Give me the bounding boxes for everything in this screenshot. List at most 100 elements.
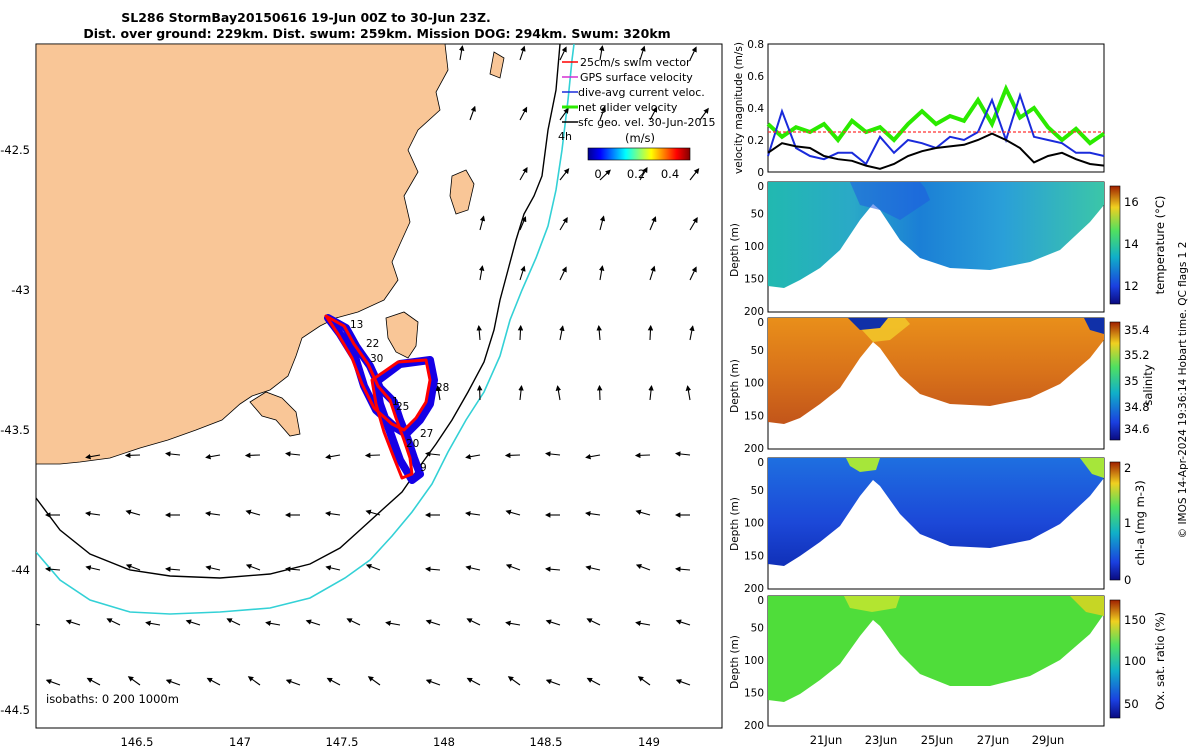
land-bruny-island (249, 391, 301, 437)
velocity-arrow (699, 107, 709, 121)
velocity-arrow (465, 453, 481, 460)
velocity-arrow (205, 453, 221, 460)
surface-velocity-arrows (36, 45, 709, 686)
chla-ylabel: Depth (m) (729, 497, 741, 551)
chla-cbar-tick: 2 (1124, 461, 1131, 475)
velocity-arrow (127, 676, 141, 686)
velocity-arrow (185, 619, 201, 626)
depth-tick: 150 (744, 274, 764, 286)
velocity-arrow (685, 385, 692, 401)
oxygen-colorbar (1109, 599, 1121, 719)
velocity-arrow (466, 618, 481, 626)
velocity-arrow (519, 166, 528, 181)
salinity-cbar-tick: 34.8 (1124, 400, 1150, 414)
velocity-arrow (559, 168, 570, 181)
velocity-arrow (689, 217, 698, 231)
velocity-arrow (639, 45, 646, 61)
velocity-arrow (265, 620, 281, 627)
velocity-arrow (165, 566, 181, 572)
velocity-arrow (517, 324, 524, 341)
depth-tick: 150 (744, 688, 764, 700)
velocity-arrow (425, 619, 441, 626)
chla-high-surface-right (1080, 458, 1104, 478)
velocity-arrow (245, 563, 261, 571)
velocity-arrow (125, 509, 141, 516)
velocity-arrow (478, 265, 485, 281)
velocity-arrow (689, 325, 695, 341)
temperature-cbar-tick: 14 (1124, 237, 1139, 251)
velocity-arrow (325, 453, 341, 460)
time-tick: 25Jun (921, 733, 954, 747)
chla-cbar-tick: 0 (1124, 573, 1131, 587)
velocity-series-line (766, 83, 1106, 146)
velocity-arrow (65, 619, 81, 626)
velocity-arrow (85, 453, 101, 460)
lon-tick: 148.5 (530, 735, 563, 749)
velocity-arrow (244, 452, 261, 459)
chla-section (768, 458, 1104, 566)
chla-cbar-tick: 1 (1124, 516, 1131, 530)
velocity-arrow (585, 565, 601, 571)
legend-colorbar-title: (m/s) (625, 131, 655, 145)
velocity-arrow (637, 676, 651, 686)
velocity-arrow (325, 565, 341, 571)
velocity-arrow (285, 679, 301, 686)
velocity-arrow (599, 169, 611, 181)
velocity-arrow (504, 452, 521, 459)
salinity-ylabel: Depth (m) (729, 359, 741, 413)
velocity-arrow (364, 452, 381, 459)
lon-tick: 148 (433, 735, 455, 749)
track-label: 30 (370, 353, 383, 365)
copyright-footer: © IMOS 14-Apr-2024 19:36:14 Hobart time.… (1177, 242, 1189, 539)
velocity-arrow (206, 677, 221, 686)
plot-title-line2: Dist. over ground: 229km. Dist. swum: 25… (83, 26, 670, 41)
velocity-arrow (205, 565, 221, 571)
velocity-arrow (45, 566, 61, 572)
track-label: 13 (350, 319, 363, 331)
velocity-arrow (689, 46, 697, 61)
velocity-arrow (598, 265, 605, 281)
velocity-arrow (505, 620, 521, 627)
chla-high-surface (846, 458, 880, 472)
velocity-arrow (125, 563, 141, 571)
velocity-arrow (545, 451, 561, 457)
velocity-arrow (689, 168, 700, 181)
velocity-arrow (325, 510, 341, 517)
legend-item: dive-avg current veloc. (578, 86, 705, 99)
velocity-arrow (639, 166, 648, 181)
chla-panel: Depth (m) 0 1 2 chl-a (mg m-3) (729, 457, 1147, 590)
velocity-arrow (586, 618, 601, 626)
salinity-low-corner (848, 318, 888, 330)
velocity-arrow (555, 385, 562, 401)
velocity-arrow (479, 215, 486, 231)
velocity-arrow (689, 266, 697, 281)
velocity-arrow (124, 452, 141, 459)
time-tick: 27Jun (977, 733, 1010, 747)
salinity-colorbar (1109, 321, 1121, 441)
temperature-panel: Depth (m) 12 14 16 temperature (°C) (729, 181, 1167, 313)
velocity-arrow (596, 325, 602, 341)
oxygen-cbar-label: Ox. sat. ratio (%) (1153, 612, 1167, 710)
velocity-arrow (675, 679, 691, 686)
depth-tick: 200 (744, 443, 764, 455)
salinity-low-corner-right (1084, 318, 1104, 334)
velocity-arrow (559, 266, 567, 281)
lat-tick: -44 (11, 563, 30, 577)
legend-colorbar-tick: 0 (594, 167, 601, 181)
velocity-frame (767, 43, 1105, 173)
velocity-arrow (85, 565, 101, 571)
velocity-arrow (245, 509, 261, 516)
depth-tick: 200 (744, 720, 764, 732)
velocity-arrow (305, 619, 321, 626)
temperature-warm-surface (850, 182, 930, 220)
velocity-arrow (649, 106, 658, 121)
velocity-arrow (476, 325, 482, 341)
time-tick: 21Jun (810, 733, 843, 747)
velocity-arrow (585, 453, 601, 460)
velocity-arrow (649, 216, 657, 231)
oxygen-section (768, 596, 1104, 702)
velocity-arrow (435, 385, 442, 401)
velocity-arrow (585, 510, 601, 517)
velocity-arrow (599, 105, 606, 121)
oxygen-cbar-tick: 100 (1124, 654, 1146, 668)
